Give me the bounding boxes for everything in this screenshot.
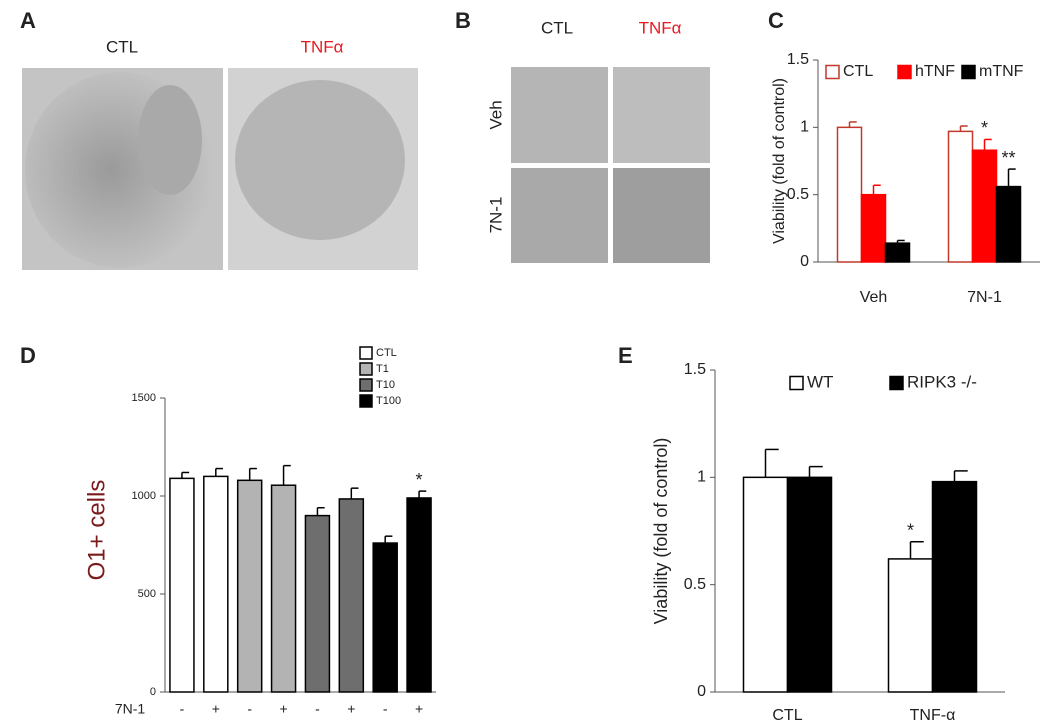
bar [304, 514, 331, 693]
x-tick-label: CTL [772, 707, 802, 724]
y-tick-label: 1.5 [684, 361, 706, 378]
bar [270, 484, 297, 693]
micrograph-debris [235, 80, 405, 240]
legend-swatch [961, 64, 976, 80]
bar [742, 476, 789, 693]
y-tick-label: 1 [697, 469, 706, 486]
y-tick-label: 0.5 [787, 186, 809, 203]
x-tick-label: Veh [860, 289, 888, 306]
bar [786, 476, 833, 693]
x-tick-label: - [247, 701, 252, 717]
bar [836, 126, 863, 263]
legend-label: T100 [376, 395, 401, 407]
y-tick-label: 500 [138, 588, 156, 600]
y-axis-label: O1+ cells [83, 480, 110, 581]
y-tick-label: 0 [697, 683, 706, 700]
x-tick-label: + [279, 701, 287, 717]
legend-swatch [789, 375, 804, 391]
y-tick-label: 1000 [132, 490, 156, 502]
y-tick-label: 1500 [132, 392, 156, 404]
column-label: CTL [541, 18, 573, 37]
bar [236, 479, 263, 693]
column-label: CTL [106, 37, 138, 56]
legend-label: hTNF [915, 63, 955, 80]
x-axis-label: 7N-1 [115, 701, 146, 717]
bar [169, 477, 195, 693]
y-tick-label: 0.5 [684, 576, 706, 593]
legend-label: CTL [843, 63, 873, 80]
bar [887, 558, 934, 693]
legend-label: T1 [376, 363, 389, 375]
x-tick-label: + [347, 701, 355, 717]
micrograph [613, 67, 710, 163]
y-tick-label: 1.5 [787, 51, 809, 68]
x-tick-label: TNF-α [910, 707, 956, 724]
bar [372, 542, 398, 693]
bar [203, 475, 229, 693]
bar [338, 498, 365, 693]
legend-swatch [359, 362, 373, 376]
legend-label: T10 [376, 379, 395, 391]
micrograph [613, 168, 710, 263]
panel-letter: B [455, 8, 471, 33]
legend-swatch [889, 375, 904, 391]
significance-label: * [907, 520, 914, 540]
bar [860, 193, 887, 263]
micrograph [511, 67, 608, 163]
legend-swatch [359, 346, 373, 360]
panel-letter: A [20, 8, 36, 33]
bar [884, 242, 911, 263]
y-axis-label: Viability (fold of control) [771, 78, 788, 244]
column-label: TNFα [301, 37, 344, 56]
legend-label: RIPK3 -/- [907, 372, 977, 391]
x-tick-label: - [315, 701, 320, 717]
legend-swatch [825, 64, 840, 80]
legend-swatch [359, 394, 373, 408]
panel-letter: D [20, 343, 36, 368]
row-label: Veh [486, 100, 505, 129]
legend-swatch [359, 378, 373, 392]
x-tick-label: - [180, 701, 185, 717]
column-label: TNFα [639, 18, 682, 37]
panel-letter: C [768, 8, 784, 33]
x-tick-label: - [383, 701, 388, 717]
x-tick-label: + [212, 701, 220, 717]
significance-label: * [416, 470, 423, 490]
significance-label: ** [1001, 148, 1015, 168]
y-axis-label: Viability (fold of control) [651, 438, 671, 625]
legend-swatch [897, 64, 912, 80]
panel-letter: E [618, 343, 633, 368]
x-tick-label: 7N-1 [967, 289, 1002, 306]
micrograph [511, 168, 608, 263]
y-tick-label: 0 [800, 253, 809, 270]
bar [931, 480, 978, 693]
legend-label: mTNF [979, 63, 1024, 80]
x-tick-label: + [415, 701, 423, 717]
legend-label: CTL [376, 347, 397, 359]
bar [406, 497, 432, 693]
bar [995, 185, 1022, 263]
legend-label: WT [807, 372, 833, 391]
y-tick-label: 1 [800, 119, 809, 136]
bar [947, 130, 974, 263]
bar [971, 149, 998, 263]
significance-label: * [981, 118, 988, 138]
y-tick-label: 0 [150, 686, 156, 698]
row-label: 7N-1 [486, 197, 505, 234]
micrograph-nucleus [138, 85, 202, 195]
